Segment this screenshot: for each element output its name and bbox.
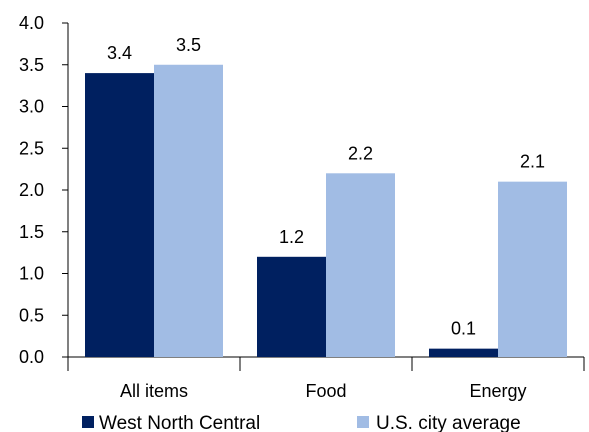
legend-label: West North Central: [99, 413, 260, 432]
x-tick-label: Food: [305, 381, 346, 401]
legend: West North Central U.S. city average: [82, 413, 521, 432]
bar: [85, 73, 154, 357]
y-tick-label: 2.5: [19, 138, 44, 158]
bar: [326, 173, 395, 357]
bar: [498, 181, 567, 357]
x-tick-label: Energy: [469, 381, 526, 401]
legend-label: U.S. city average: [376, 413, 521, 432]
bar: [154, 64, 223, 357]
axes-group: 0.0 0.5 1.0 1.5 2.0 2.5 3.0 3.5 4.0 All items Food…: [19, 13, 585, 401]
y-tick-label: 0.0: [19, 347, 44, 367]
legend-swatch: [82, 416, 94, 428]
bar: [257, 256, 326, 357]
y-tick-label: 4.0: [19, 13, 44, 33]
y-tick-label: 1.5: [19, 222, 44, 242]
y-tick-label: 3.0: [19, 97, 44, 117]
x-tick-label: All items: [120, 381, 188, 401]
bars-group: [85, 64, 567, 357]
data-labels-group: 3.4 3.5 1.2 2.2 0.1 2.1: [107, 35, 545, 339]
data-label: 1.2: [279, 227, 304, 247]
data-label: 3.4: [107, 43, 132, 63]
data-label: 2.2: [348, 143, 373, 163]
y-tick-label: 1.0: [19, 264, 44, 284]
bar: [429, 348, 498, 357]
data-label: 2.1: [520, 152, 545, 172]
y-tick-label: 0.5: [19, 305, 44, 325]
legend-swatch: [357, 416, 369, 428]
y-tick-label: 3.5: [19, 55, 44, 75]
data-label: 3.5: [176, 35, 201, 55]
data-label: 0.1: [451, 319, 476, 339]
y-tick-label: 2.0: [19, 180, 44, 200]
